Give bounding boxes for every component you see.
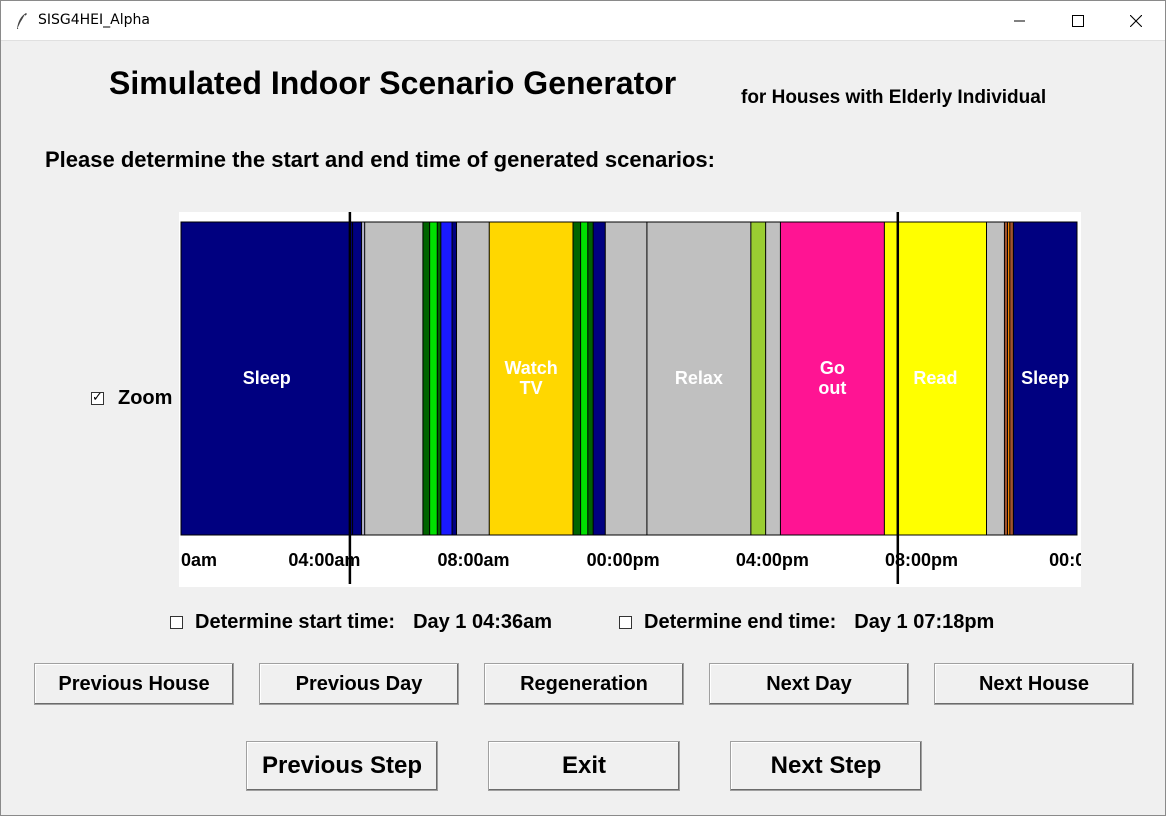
end-time-selector[interactable]: Determine end time: Day 1 07:18pm [619,611,994,634]
end-time-label: Determine end time: [644,611,837,633]
maximize-button[interactable] [1049,1,1107,41]
activity-block [587,222,594,535]
activity-label: Sleep [1021,368,1069,388]
previous-house-button[interactable]: Previous House [34,663,234,705]
timeline-canvas[interactable]: Sleep Watch TV Relax Go out Read Sleep 0am 04:00a… [179,212,1081,587]
activity-label: Watch TV [504,358,557,398]
end-time-checkbox[interactable] [619,616,632,629]
previous-step-button[interactable]: Previous Step [246,741,438,791]
activity-block [452,222,457,535]
activity-label: Sleep [243,368,291,388]
activity-block [884,222,987,535]
zoom-checkbox[interactable]: ✓ Zoom [91,387,172,410]
page-title: Simulated Indoor Scenario Generator [109,65,677,101]
activity-label: Read [913,368,957,388]
start-time-value: Day 1 04:36am [413,611,553,633]
zoom-check-box[interactable]: ✓ [91,389,104,405]
activity-block [364,222,423,535]
next-house-button[interactable]: Next House [934,663,1134,705]
time-tick-label: 00:0 [1049,550,1081,570]
end-time-value: Day 1 07:18pm [854,611,995,633]
maximize-icon [1072,15,1084,27]
regeneration-button[interactable]: Regeneration [484,663,684,705]
activity-block [593,222,606,535]
activity-block [780,222,885,535]
activity-block [986,222,1005,535]
activity-block [646,222,751,535]
activity-block [437,222,441,535]
activity-block [456,222,490,535]
window-title: SISG4HEI_Alpha [38,12,150,28]
minimize-button[interactable] [991,1,1049,41]
activity-block [765,222,781,535]
time-tick-label: 04:00pm [736,550,809,570]
start-time-selector[interactable]: Determine start time: Day 1 04:36am [170,611,552,634]
time-tick-label: 08:00am [438,550,510,570]
activity-block [429,222,438,535]
activity-block [489,222,573,535]
minimize-icon [1014,20,1025,22]
check-mark-icon: ✓ [92,389,103,404]
page-subtitle: for Houses with Elderly Individual [741,87,1047,108]
activity-block [1004,222,1008,535]
title-bar: SISG4HEI_Alpha [1,1,1165,41]
activity-label: Go out [818,358,846,398]
time-tick-label: 00:00pm [587,550,660,570]
close-icon [1130,15,1142,27]
instruction-text: Please determine the start and end time … [45,147,715,172]
time-tick-label: 04:00am [288,550,360,570]
activity-block [605,222,647,535]
activity-block [750,222,766,535]
feather-icon [17,13,27,29]
activity-block [1007,222,1010,535]
close-button[interactable] [1107,1,1165,41]
activity-block [1009,222,1014,535]
activity-block [440,222,453,535]
activity-block [361,222,365,535]
next-day-button[interactable]: Next Day [709,663,909,705]
time-tick-label: 08:00pm [885,550,958,570]
time-tick-label: 0am [181,550,217,570]
next-step-button[interactable]: Next Step [730,741,922,791]
exit-button[interactable]: Exit [488,741,680,791]
activity-timeline[interactable]: Sleep Watch TV Relax Go out Read Sleep 0am 04:00a… [179,212,1081,587]
activity-block [580,222,588,535]
activity-block [181,222,353,535]
previous-day-button[interactable]: Previous Day [259,663,459,705]
activity-label: Relax [675,368,723,388]
zoom-label: Zoom [118,387,173,409]
activity-block [422,222,430,535]
activity-block [352,222,362,535]
timeline-border [180,221,1078,536]
activity-block [573,222,581,535]
activity-block [1013,222,1077,535]
start-time-checkbox[interactable] [170,616,183,629]
start-time-label: Determine start time: [195,611,396,633]
